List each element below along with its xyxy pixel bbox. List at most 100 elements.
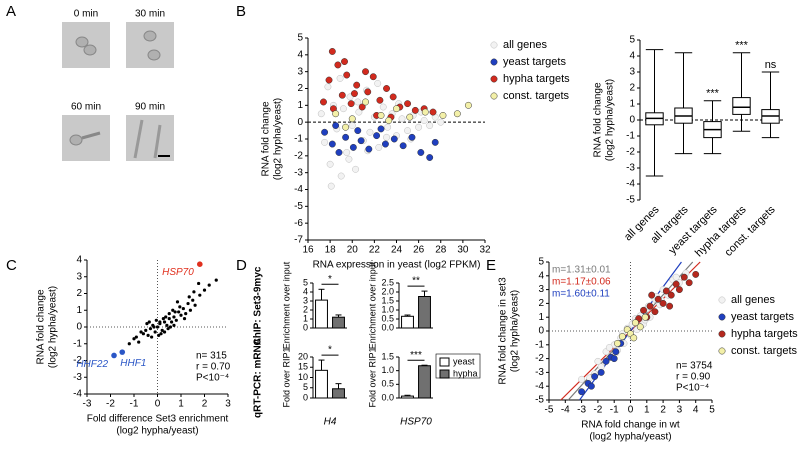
x-tick-label: -3 [577, 405, 586, 416]
data-point [429, 108, 437, 116]
data-point [197, 281, 201, 286]
data-point [175, 300, 180, 304]
bar [332, 316, 345, 329]
bar [401, 395, 414, 399]
data-point [376, 96, 384, 104]
data-point [343, 71, 351, 79]
x-tick-label: 18 [325, 245, 337, 256]
stat-text: P<10⁻⁴ [676, 383, 709, 394]
x-tick-label: 28 [435, 245, 447, 256]
data-point [193, 303, 197, 307]
data-point [342, 123, 350, 131]
data-point [631, 319, 639, 327]
y-tick-label: 4 [538, 270, 544, 281]
data-point [172, 323, 176, 327]
y-tick-label: 0 [303, 322, 308, 332]
data-point [578, 388, 586, 396]
data-point [172, 315, 176, 319]
y-axis-label: RNA fold change [36, 289, 47, 364]
data-point [321, 128, 329, 136]
hypha [133, 119, 144, 159]
y-tick-label: 2 [538, 298, 544, 309]
y-tick-label: -3 [626, 163, 635, 174]
legend-marker [490, 58, 498, 66]
y-tick-label: -5 [294, 201, 303, 212]
x-tick-label: 1 [644, 405, 650, 416]
data-point [351, 90, 358, 98]
data-point [161, 317, 165, 321]
legend-marker [718, 313, 726, 321]
y-axis-label: RNA fold change [261, 101, 272, 176]
y-tick-label: -1 [626, 131, 635, 142]
data-point [385, 117, 393, 124]
legend-marker [490, 75, 498, 83]
data-point [320, 98, 327, 106]
y-tick-label: -4 [73, 389, 82, 400]
y-tick-label: -5 [535, 395, 544, 406]
legend-label: hypha targets [731, 328, 798, 340]
data-point [347, 100, 355, 108]
data-point [408, 133, 416, 141]
stat-text: n= 315 [196, 351, 227, 362]
data-point [662, 287, 670, 295]
y-tick-label: 0.0 [381, 392, 394, 402]
x-tick-label: 1 [178, 399, 184, 410]
legend-label: const. targets [731, 345, 798, 357]
data-point [420, 117, 428, 124]
data-point [358, 103, 366, 111]
cell [143, 30, 157, 42]
data-point [348, 122, 356, 129]
data-point [166, 327, 170, 331]
data-point [354, 98, 362, 106]
data-point [369, 73, 377, 81]
bar [315, 369, 328, 399]
y-tick-label: 3 [538, 284, 544, 295]
data-point [646, 302, 654, 310]
data-point [127, 342, 131, 346]
data-point [167, 312, 171, 316]
data-point [335, 149, 343, 156]
panel-letter: C [6, 257, 17, 274]
data-point [605, 344, 613, 352]
timepoint-label: 30 min [135, 9, 165, 20]
x-tick-label: -5 [545, 405, 554, 416]
legend-marker [718, 330, 726, 338]
micrograph [126, 22, 174, 68]
point-label: HHF1 [120, 358, 146, 369]
data-point [348, 115, 356, 123]
data-point [326, 160, 334, 168]
x-axis-label: (log2 hypha/yeast) [116, 426, 198, 437]
y-tick-label: 2.0 [381, 286, 394, 296]
hypha [81, 131, 101, 140]
data-point [597, 368, 605, 376]
panel-letter: B [236, 3, 246, 20]
data-point [328, 48, 336, 55]
y-tick-label: -4 [535, 381, 544, 392]
data-point [191, 298, 195, 302]
data-point [366, 128, 374, 136]
data-point [390, 135, 398, 143]
y-tick-label: 1.5 [381, 351, 394, 361]
y-tick-label: 1.5 [381, 295, 394, 305]
y-tick-label: -4 [626, 179, 635, 190]
data-point [332, 110, 340, 118]
x-tick-label: 22 [369, 245, 381, 256]
data-point [186, 301, 190, 306]
x-tick-label: 2 [202, 399, 208, 410]
data-point [321, 138, 329, 146]
data-point [641, 313, 649, 321]
x-tick-label: 3 [225, 399, 231, 410]
data-point [365, 145, 373, 153]
data-point [214, 278, 218, 282]
data-point [164, 315, 168, 319]
data-point [362, 68, 369, 76]
y-tick-label: 5 [303, 382, 308, 392]
x-tick-label: -1 [130, 399, 139, 410]
data-point [417, 149, 425, 156]
data-point [667, 291, 675, 299]
y-tick-label: 2 [76, 288, 82, 299]
y-tick-label: -7 [294, 235, 303, 246]
data-point [383, 85, 390, 92]
y-tick-label: 0.5 [381, 313, 394, 323]
data-point [192, 290, 196, 294]
